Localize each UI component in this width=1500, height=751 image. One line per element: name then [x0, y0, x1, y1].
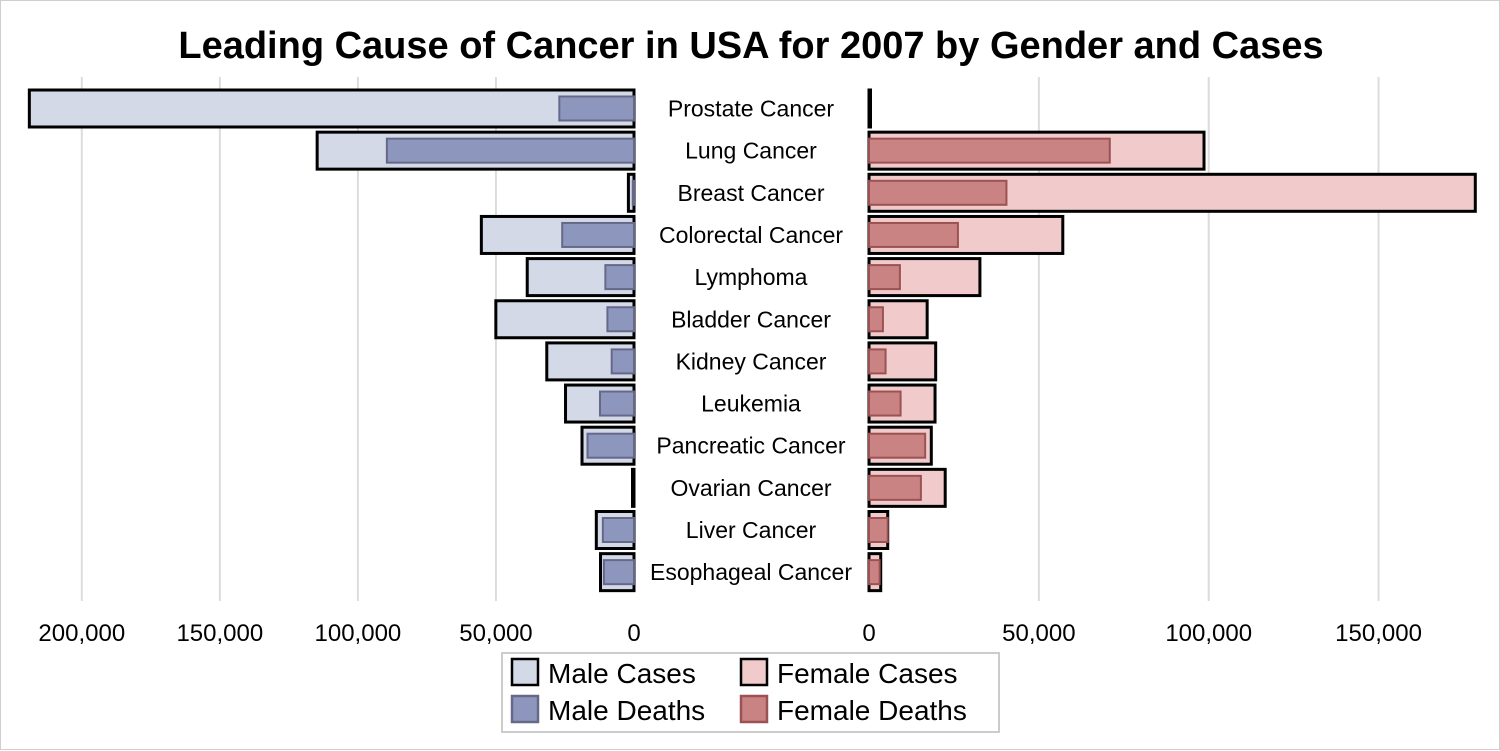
- female-deaths-bar: [868, 137, 1111, 164]
- female-deaths-bar: [868, 432, 927, 459]
- category-label: Ovarian Cancer: [670, 475, 831, 501]
- female-deaths-bar: [868, 264, 901, 291]
- category-label: Liver Cancer: [686, 517, 817, 543]
- male-deaths-bar: [601, 517, 635, 543]
- category-label: Bladder Cancer: [671, 306, 831, 332]
- legend-swatch: [510, 694, 540, 724]
- male-deaths-bar: [602, 559, 635, 586]
- category-label: Pancreatic Cancer: [656, 433, 846, 459]
- left-axis-tick-label: 0: [627, 620, 640, 647]
- male-deaths-bar: [561, 221, 635, 248]
- left-axis-tick-label: 200,000: [38, 620, 125, 647]
- category-label: Esophageal Cancer: [650, 559, 852, 585]
- female-deaths-bar: [868, 348, 887, 375]
- bars: [27, 88, 1477, 593]
- female-deaths-bar: [868, 306, 884, 333]
- male-deaths-bar: [610, 348, 635, 375]
- axis-tick-labels: 200,000 150,000 100,000 50,000 0 0 50,000 100,0…: [38, 620, 1422, 647]
- category-label: Kidney Cancer: [676, 348, 827, 374]
- right-axis-tick-label: 150,000: [1335, 620, 1422, 647]
- left-axis-tick-label: 150,000: [176, 620, 263, 647]
- category-label: Breast Cancer: [677, 180, 824, 206]
- legend-swatch: [510, 657, 540, 687]
- male-cases-bar: [27, 88, 636, 129]
- male-deaths-bar: [606, 306, 635, 333]
- female-deaths-bar: [868, 390, 902, 417]
- chart-title: Leading Cause of Cancer in USA for 2007 …: [178, 25, 1323, 67]
- category-labels: Prostate Cancer Lung Cancer Breast Cancer C…: [650, 96, 852, 586]
- right-axis-tick-label: 0: [862, 620, 875, 647]
- legend-label: Female Deaths: [777, 695, 967, 726]
- legend-label: Female Cases: [777, 658, 958, 689]
- male-cases-bar: [631, 467, 636, 508]
- category-label: Lung Cancer: [685, 138, 817, 164]
- legend-label: Male Cases: [548, 658, 696, 689]
- legend-label: Male Deaths: [548, 695, 705, 726]
- legend-swatch: [739, 694, 769, 724]
- left-axis-tick-label: 100,000: [315, 620, 402, 647]
- female-deaths-bar: [868, 559, 881, 586]
- female-cases-bar: [867, 88, 872, 129]
- right-axis-tick-label: 50,000: [1002, 620, 1075, 647]
- male-deaths-bar: [598, 390, 636, 417]
- left-axis-tick-label: 50,000: [459, 620, 532, 647]
- male-deaths-bar: [604, 264, 635, 291]
- male-deaths-bar: [631, 179, 636, 206]
- category-label: Lymphoma: [695, 264, 808, 290]
- male-deaths-bar: [385, 137, 635, 164]
- legend: Male Cases Female Cases Male Deaths Female …: [501, 652, 1000, 733]
- female-deaths-bar: [868, 517, 889, 543]
- category-label: Leukemia: [701, 391, 801, 417]
- category-label: Colorectal Cancer: [659, 222, 843, 248]
- female-deaths-bar: [868, 179, 1008, 206]
- legend-swatch: [739, 657, 769, 687]
- right-axis-tick-label: 100,000: [1165, 620, 1252, 647]
- male-deaths-bar: [558, 95, 635, 122]
- female-deaths-bar: [868, 221, 959, 248]
- category-label: Prostate Cancer: [668, 96, 835, 122]
- female-deaths-bar: [868, 474, 922, 501]
- male-deaths-bar: [586, 432, 635, 459]
